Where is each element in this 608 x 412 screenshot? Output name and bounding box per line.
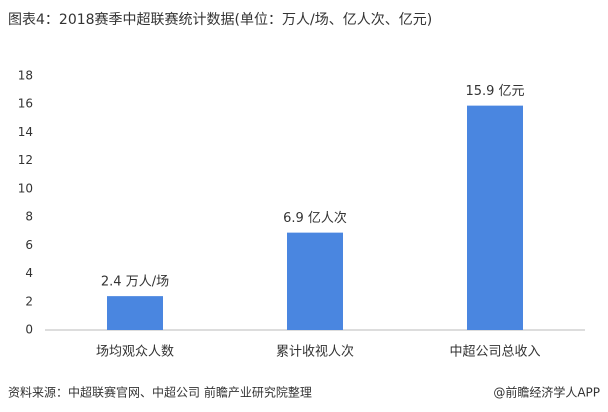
y-tick-label: 0 xyxy=(25,323,33,337)
bar xyxy=(467,105,523,330)
y-tick-label: 8 xyxy=(25,210,33,224)
bar xyxy=(287,232,343,330)
value-label: 15.9 亿元 xyxy=(465,84,524,99)
y-tick-label: 14 xyxy=(18,125,33,139)
y-tick-label: 16 xyxy=(18,97,33,111)
value-label: 2.4 万人/场 xyxy=(101,275,169,290)
y-tick-label: 10 xyxy=(18,181,33,195)
x-tick-label: 中超公司总收入 xyxy=(449,345,540,360)
y-tick-label: 2 xyxy=(25,294,33,308)
brand: @前瞻经济学人APP xyxy=(493,385,600,400)
value-label: 6.9 亿人次 xyxy=(283,210,347,226)
bar xyxy=(107,296,163,330)
y-tick-label: 18 xyxy=(18,69,33,83)
x-tick-label: 累计收视人次 xyxy=(276,344,354,360)
x-tick-label: 场均观众人数 xyxy=(96,345,174,360)
chart-title: 图表4：2018赛季中超联赛统计数据(单位：万人/场、亿人次、亿元) xyxy=(8,12,432,28)
source: 资料来源：中超联赛官网、中超公司 前瞻产业研究院整理 xyxy=(8,385,312,400)
y-tick-label: 12 xyxy=(18,153,33,167)
y-tick-label: 6 xyxy=(25,238,33,252)
y-tick-label: 4 xyxy=(25,266,33,280)
